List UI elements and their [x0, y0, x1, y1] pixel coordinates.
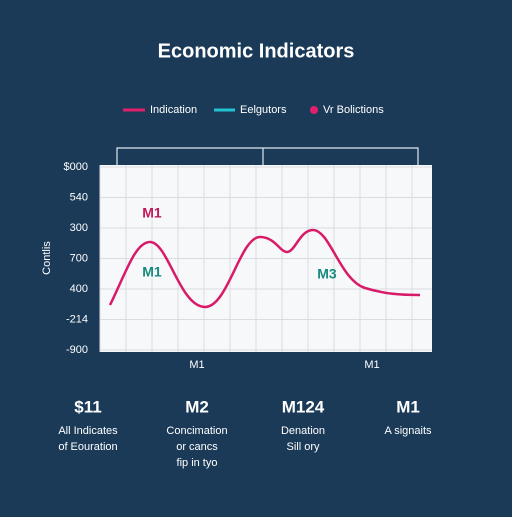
bracket [116, 147, 419, 165]
y-axis-label: Contlis [41, 241, 53, 275]
annotation: M1 [142, 264, 162, 280]
y-label: -900 [66, 344, 88, 356]
y-label: $000 [64, 161, 88, 173]
y-label: -214 [66, 313, 88, 325]
legend-label: Eelgutors [240, 104, 287, 116]
stat-value: $11 [74, 397, 101, 416]
stat-value: M124 [282, 397, 325, 416]
stat-text: of Eouration [58, 441, 117, 453]
stat-text: All Indicates [58, 425, 118, 437]
legend-label: Indication [150, 104, 197, 116]
grid [99, 165, 432, 352]
y-label: 300 [70, 222, 88, 234]
title: Economic Indicators [158, 40, 355, 62]
stat-text: A signaits [384, 425, 432, 437]
stat-text: Denation [281, 425, 325, 437]
annotation: M3 [317, 266, 337, 282]
stat-text: or cancs [176, 441, 218, 453]
stat-text: Concimation [166, 425, 227, 437]
x-label: M1 [364, 359, 379, 371]
annotation: M1 [142, 205, 162, 221]
legend-swatch [310, 106, 318, 114]
y-label: 540 [70, 191, 88, 203]
stat-text: Sill ory [286, 441, 320, 453]
y-label: 400 [70, 283, 88, 295]
stat-value: M1 [396, 397, 420, 416]
x-label: M1 [189, 359, 204, 371]
stat-text: fip in tyo [177, 457, 218, 469]
curve [108, 228, 421, 309]
stat-value: M2 [185, 397, 209, 416]
legend-label: Vr Bolictions [323, 104, 384, 116]
y-label: 700 [70, 252, 88, 264]
